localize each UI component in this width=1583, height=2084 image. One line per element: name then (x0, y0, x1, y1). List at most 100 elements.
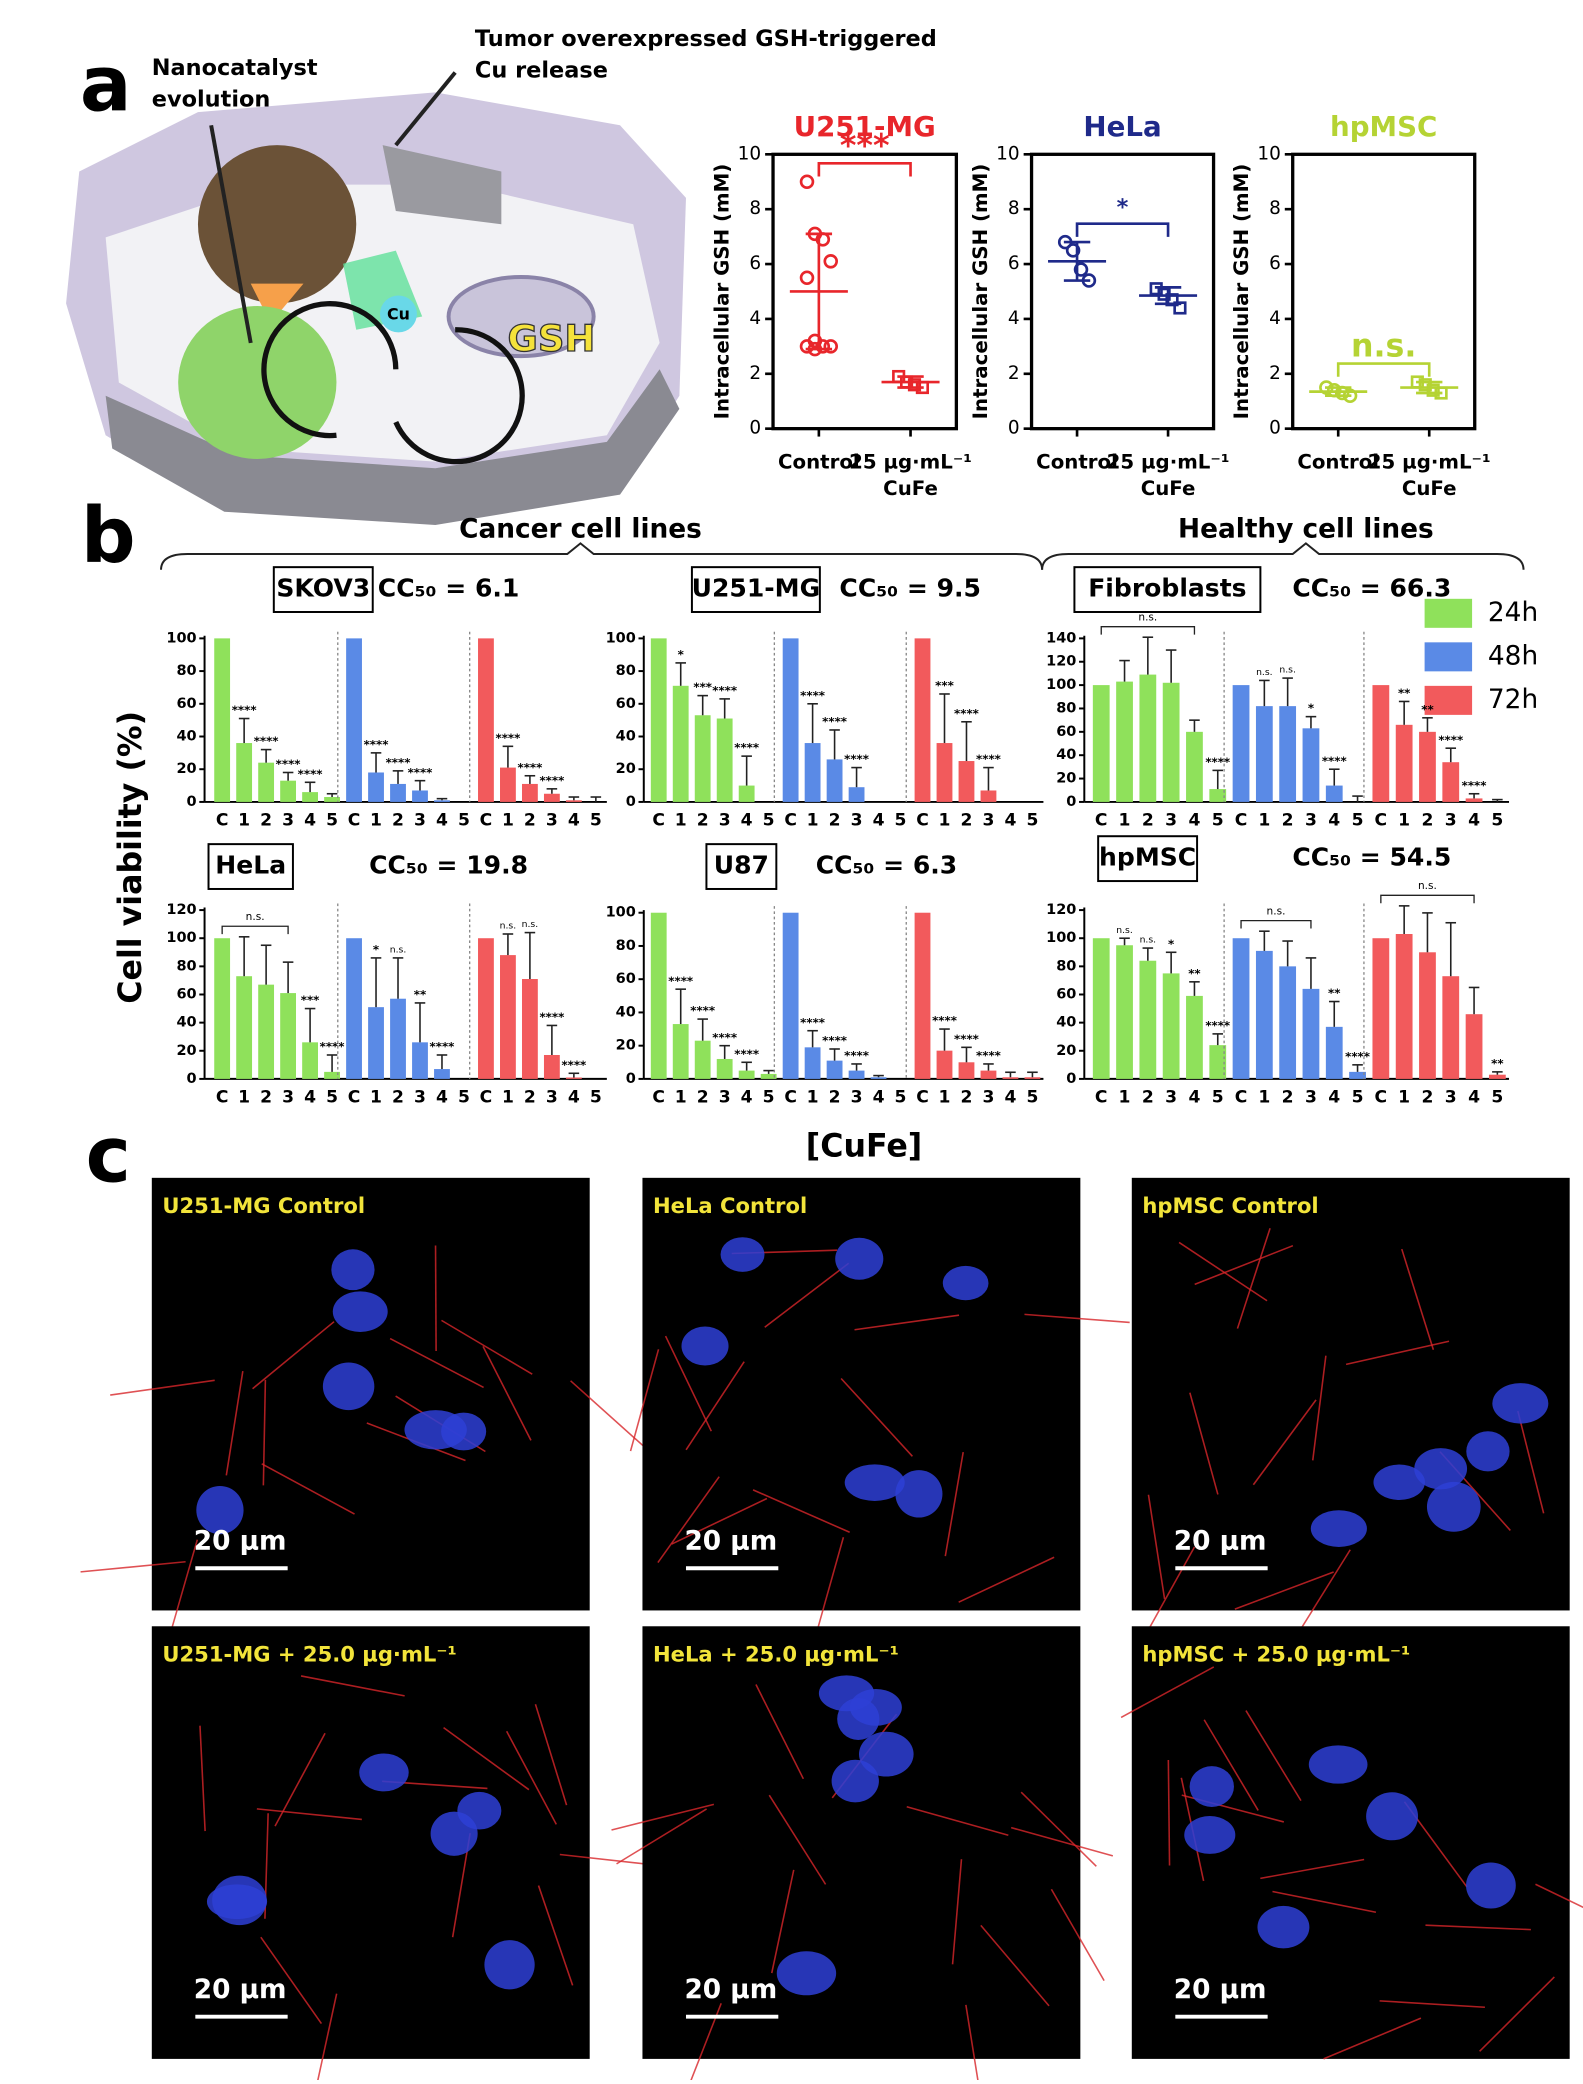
significance-label: **** (539, 1010, 564, 1024)
x-tick-label: 3 (983, 810, 995, 830)
actin-fiber (1323, 2017, 1422, 2060)
cell-nucleus (457, 1791, 502, 1830)
y-tick-label: 60 (616, 971, 636, 987)
x-tick-label: 3 (282, 1087, 294, 1107)
y-tick-label: 0 (626, 794, 636, 810)
significance-label: n.s. (1140, 935, 1157, 946)
significance-label: **** (1205, 1018, 1230, 1032)
x-tick-label: CuFe (1402, 477, 1457, 500)
x-tick-label: 3 (1165, 810, 1177, 830)
x-tick-label: 5 (1212, 810, 1224, 830)
actin-fiber (611, 1803, 715, 1831)
significance-label: **** (668, 974, 693, 988)
x-tick-label: 3 (851, 810, 863, 830)
y-tick-label: 0 (1066, 1071, 1076, 1087)
bar (650, 912, 667, 1079)
bar (804, 1047, 821, 1079)
x-tick-label: 3 (1445, 1087, 1457, 1107)
section-brace (1041, 542, 1525, 570)
bar (1465, 798, 1483, 802)
annotation: Cu release (475, 58, 608, 84)
legend-swatch (1424, 598, 1473, 628)
x-tick-label: 5 (590, 1087, 602, 1107)
x-tick-label: 1 (675, 810, 687, 830)
panel-letter: a (80, 41, 132, 130)
scale-bar-label: 20 µm (684, 1526, 777, 1556)
bar (1092, 685, 1110, 802)
significance-bracket (221, 925, 289, 935)
x-tick-label: 2 (829, 1087, 841, 1107)
bar (521, 979, 538, 1079)
significance-label: n.s. (1351, 329, 1416, 365)
bar (1279, 706, 1297, 802)
significance-label: **** (932, 1014, 957, 1028)
legend-swatch (1424, 642, 1473, 672)
x-tick-label: 5 (326, 1087, 338, 1107)
x-tick-label: 1 (1398, 1087, 1410, 1107)
bar (478, 638, 494, 802)
title-box (705, 843, 778, 890)
bar (826, 759, 843, 802)
bar (1395, 933, 1413, 1079)
significance-label: **** (320, 1040, 345, 1054)
cell-nucleus (331, 1249, 375, 1291)
actin-fiber (965, 2004, 980, 2084)
actin-fiber (958, 1556, 1055, 1603)
x-tick-label: 3 (1165, 1087, 1177, 1107)
bar (543, 1054, 560, 1079)
bar (1232, 685, 1250, 802)
x-tick-label: 3 (1305, 810, 1317, 830)
actin-fiber (770, 1869, 795, 1974)
cell-nucleus (844, 1464, 905, 1501)
cell-nucleus (859, 1731, 914, 1777)
actin-fiber (1479, 1976, 1555, 2052)
bar (1209, 1045, 1227, 1079)
axis-label: Cell viability (%) (113, 711, 149, 1004)
x-tick-label: 3 (546, 810, 558, 830)
y-tick-label: 0 (187, 1071, 197, 1087)
legend-label: 72h (1488, 685, 1538, 715)
significance-label: **** (712, 1030, 737, 1044)
cell-nucleus (942, 1265, 989, 1301)
title-box (272, 566, 374, 613)
bar (1116, 681, 1133, 802)
annotation: GSH (508, 317, 596, 360)
actin-fiber (537, 1885, 574, 1986)
pointer-line (394, 71, 457, 147)
actin-fiber (685, 1361, 745, 1451)
significance-label: **** (254, 734, 279, 748)
bar (1372, 938, 1390, 1079)
significance-label: n.s. (500, 921, 517, 932)
x-tick-label: 5 (458, 1087, 470, 1107)
x-tick-label: 4 (568, 1087, 580, 1107)
chart-title: HeLa (1083, 110, 1161, 143)
significance-label: ** (1421, 702, 1433, 716)
chart-subtitle: CC₅₀ = 66.3 (1292, 574, 1451, 603)
actin-fiber (1236, 1227, 1271, 1329)
bar (390, 783, 406, 802)
y-tick-label: 60 (176, 696, 196, 712)
actin-fiber (1020, 1791, 1097, 1867)
x-tick-label: 3 (983, 1087, 995, 1107)
x-tick-label: 4 (1328, 810, 1340, 830)
cell-nucleus (484, 1940, 535, 1990)
significance-label: **** (408, 765, 433, 779)
x-tick-label: 5 (326, 810, 338, 830)
x-tick-label: 1 (939, 1087, 951, 1107)
bar (1162, 973, 1180, 1079)
y-axis-label: Intracellular GSH (mM) (710, 164, 733, 420)
bar (390, 998, 406, 1079)
data-point (1073, 262, 1089, 277)
bar (694, 1040, 711, 1079)
bar (543, 793, 560, 802)
x-tick-label: 3 (282, 810, 294, 830)
bar (1372, 685, 1390, 802)
bar (434, 1069, 450, 1079)
panel-letter: c (86, 1112, 131, 1201)
x-tick-label: 1 (502, 1087, 514, 1107)
annotation: Nanocatalyst (152, 55, 318, 81)
bar (672, 685, 689, 802)
x-tick-label: 3 (414, 1087, 426, 1107)
y-tick-label: 60 (176, 986, 196, 1002)
evolution-arrow (250, 283, 304, 324)
